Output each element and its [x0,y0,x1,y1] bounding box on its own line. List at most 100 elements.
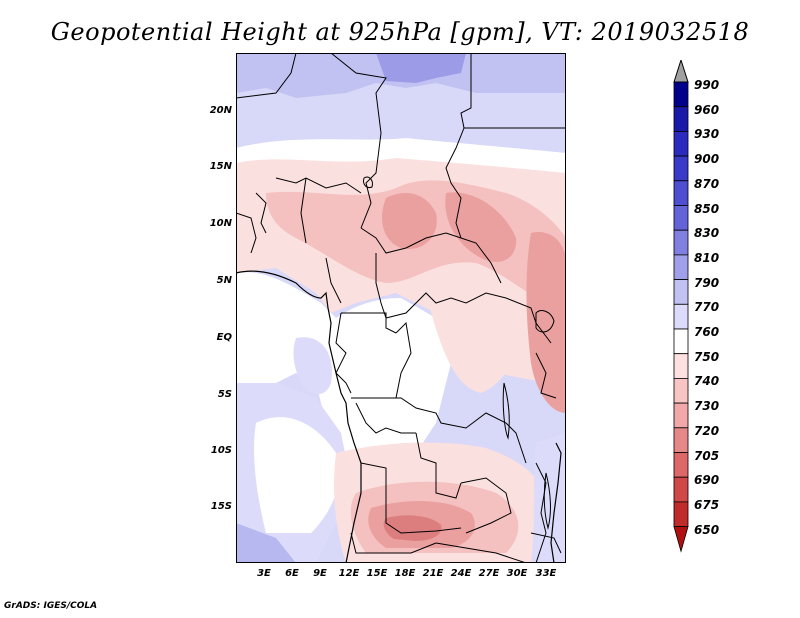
border-line [236,53,297,99]
border-line [375,253,387,319]
border-line [395,321,412,399]
border-line [300,177,307,244]
colorbar-label: 790 [694,275,720,290]
lat-label: 5S [217,389,232,400]
colorbar-label: 705 [694,448,720,463]
central-low-patch [426,289,517,393]
border-line [445,127,465,239]
lon-label: 9E [313,568,327,579]
coast-central-africa [328,342,362,563]
coastline [236,270,562,563]
lat-label: 10S [210,445,232,456]
lon-label: 15E [366,568,388,579]
colorbar-label: 960 [694,102,720,117]
southern-lowest-core [383,515,442,541]
lat-label: 5N [216,275,232,286]
coast-west-africa [236,270,332,344]
southeast-high-region [531,433,566,563]
colorbar-label: 740 [694,374,720,389]
colorbar-segment [673,328,689,355]
chart-title: Geopotential Height at 925hPa [gpm], VT:… [50,18,750,46]
colorbar-label: 720 [694,423,720,438]
border-line [530,532,562,554]
border-line [460,237,502,284]
lon-label: 27E [478,568,500,579]
political-borders [236,53,566,563]
colorbar-segment [673,254,689,280]
border-line [360,462,462,534]
east-african-low-core [526,232,566,413]
colorbar-segment [673,427,689,453]
lowest-height-core-sahel [381,193,437,249]
border-line [505,297,552,344]
border-line [330,53,387,229]
colorbar-segment [673,106,689,132]
colorbar-label: 990 [694,78,720,92]
colorbar-segment [673,353,689,379]
colorbar-segment [673,452,689,478]
colorbar-bottom-arrow [673,526,689,553]
lon-label: 18E [394,568,416,579]
colorbar-label: 770 [694,300,720,315]
colorbar-segment [673,279,689,305]
far-southwest-high [236,523,296,563]
atlantic-southwest-neutral [254,417,340,533]
colorbar-label: 930 [694,127,720,142]
footer-credit: GrADS: IGES/COLA [4,601,98,611]
colorbar-label: 900 [694,152,720,167]
lon-label: 24E [450,568,472,579]
lat-label: EQ [216,332,232,343]
colorbar-label: 750 [694,349,720,364]
lake-victoria [535,310,555,333]
colorbar-segment [673,402,689,429]
lat-label: 20N [209,105,232,116]
colorbar-segment [673,131,689,157]
border-line [341,312,397,334]
colorbar-label: 690 [694,473,720,488]
neutral-equatorial-region [236,272,451,473]
colorbar-segment [673,377,689,404]
colorbar-segment [673,81,689,108]
lat-label: 15S [210,501,232,512]
border-line [435,542,527,563]
border-line [535,352,557,399]
colorbar-segment [673,476,689,503]
border-line [335,312,352,394]
colorbar-label: 675 [694,497,720,512]
map-frame-border [236,53,566,563]
colorbar-segment [673,501,689,527]
border-line [460,53,472,129]
colorbar-segment [673,229,689,256]
colorbar-label: 650 [694,522,720,537]
colorbar-segment [673,155,689,182]
colorbar [673,60,689,553]
border-line [351,397,527,464]
colorbar-segment [673,180,689,206]
map-panel [236,53,566,563]
border-line [255,192,267,234]
border-line [355,402,416,434]
border-line [236,212,257,254]
border-line [460,477,512,534]
lon-label: 6E [285,568,299,579]
lon-label: 30E [506,568,528,579]
border-line [385,292,507,319]
lakes [363,176,555,530]
lat-label: 15N [209,161,232,172]
lon-label: 33E [535,568,557,579]
colorbar-label: 760 [694,325,720,339]
lon-label: 3E [257,568,271,579]
lake-malawi [543,472,551,530]
colorbar-segment [673,205,689,231]
colorbar-label: 830 [694,226,720,241]
gulf-of-guinea-high [293,337,332,395]
colorbar-segment [673,303,689,330]
coast-east-africa [550,442,562,563]
lon-label: 12E [338,568,360,579]
border-line [275,177,362,194]
colorbar-label: 850 [694,201,720,216]
border-line [325,257,342,304]
colorbar-top-arrow [673,60,689,83]
colorbar-label: 730 [694,399,720,414]
border-line [535,462,547,563]
